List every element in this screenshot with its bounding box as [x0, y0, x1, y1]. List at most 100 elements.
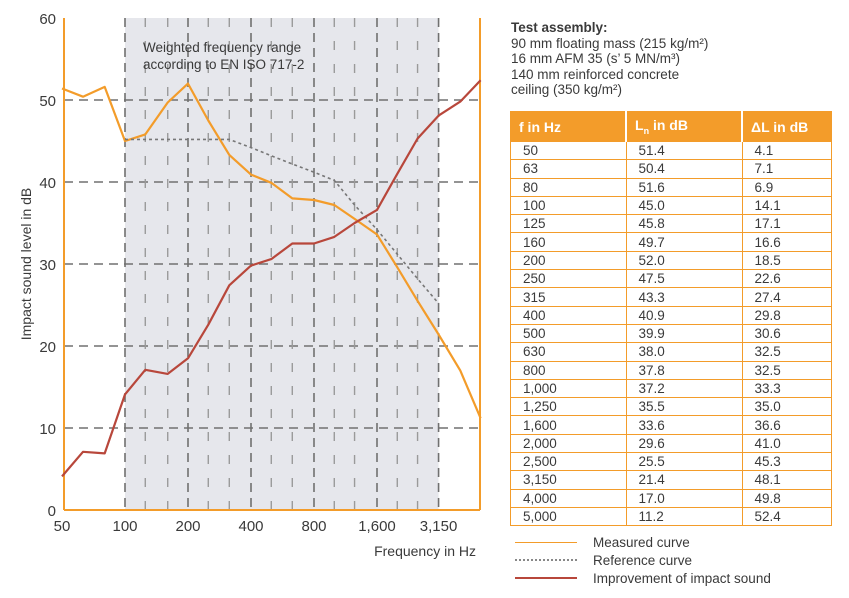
cell-ln: 43.3 [625, 287, 742, 307]
cell-ln: 37.8 [625, 360, 742, 380]
table-row: 315 43.3 27.4 [510, 287, 832, 307]
cell-frequency: 315 [510, 287, 626, 307]
cell-ln: 49.7 [625, 232, 742, 252]
y-tick-label: 30 [39, 257, 56, 274]
x-tick-label: 800 [301, 518, 326, 535]
chart: Weighted frequency range according to EN … [18, 11, 482, 559]
cell-ln: 51.4 [625, 140, 742, 160]
series-line-improvement-of-impact-sound [61, 79, 482, 478]
cell-ln: 37.2 [625, 378, 742, 398]
legend-swatch-improvement [515, 577, 577, 579]
cell-delta-l: 49.8 [741, 488, 832, 508]
x-axis-label: Frequency in Hz [374, 543, 476, 559]
cell-frequency: 1,000 [510, 378, 626, 398]
cell-delta-l: 22.6 [741, 269, 832, 288]
table-row: 630 38.0 32.5 [510, 342, 832, 362]
table-row: 5,000 11.2 52.4 [510, 506, 832, 526]
test-assembly-info: Test assembly: 90 mm floating mass (215 … [511, 20, 841, 98]
legend-item-reference: Reference curve [515, 551, 771, 569]
col-header-delta-l: ΔL in dB [741, 111, 832, 142]
cell-delta-l: 6.9 [741, 177, 832, 197]
table-row: 500 39.9 30.6 [510, 323, 832, 343]
cell-ln: 45.0 [625, 195, 742, 215]
x-tick-label: 400 [238, 518, 263, 535]
table-row: 80 51.6 6.9 [510, 177, 832, 197]
col-header-ln: Ln in dB [625, 111, 742, 142]
legend-label-improvement: Improvement of impact sound [593, 570, 771, 586]
cell-frequency: 63 [510, 159, 626, 179]
cell-delta-l: 30.6 [741, 323, 832, 343]
table-row: 50 51.4 4.1 [510, 140, 832, 160]
cell-ln: 45.8 [625, 214, 742, 233]
assembly-line: ceiling (350 kg/m²) [511, 82, 623, 97]
cell-ln: 25.5 [625, 452, 742, 471]
cell-ln: 51.6 [625, 177, 742, 197]
cell-frequency: 500 [510, 323, 626, 343]
cell-frequency: 2,000 [510, 433, 626, 453]
cell-delta-l: 7.1 [741, 159, 832, 179]
cell-delta-l: 4.1 [741, 140, 832, 160]
cell-frequency: 400 [510, 305, 626, 325]
ln-unit: in dB [649, 117, 688, 134]
cell-ln: 11.2 [625, 506, 742, 526]
table-body: 50 51.4 4.1 63 50.4 7.1 80 51.6 6.9 100 45.0 14.1 12… [510, 140, 832, 526]
cell-delta-l: 27.4 [741, 287, 832, 307]
x-tick-label: 50 [54, 518, 71, 535]
band-label: Weighted frequency range [143, 40, 301, 55]
cell-frequency: 630 [510, 342, 626, 362]
y-tick-label: 50 [39, 93, 56, 110]
cell-frequency: 80 [510, 177, 626, 197]
cell-frequency: 50 [510, 140, 626, 160]
cell-delta-l: 32.5 [741, 342, 832, 362]
table-row: 1,600 33.6 36.6 [510, 415, 832, 435]
assembly-line: 16 mm AFM 35 (s’ 5 MN/m³) [511, 51, 681, 66]
y-axis-label: Impact sound level in dB [18, 188, 34, 341]
cell-frequency: 125 [510, 214, 626, 233]
cell-ln: 38.0 [625, 342, 742, 362]
cell-delta-l: 32.5 [741, 360, 832, 380]
legend-item-improvement: Improvement of impact sound [515, 569, 771, 587]
legend-label-measured: Measured curve [593, 534, 690, 550]
band-label: according to EN ISO 717-2 [143, 57, 304, 72]
table-row: 250 47.5 22.6 [510, 269, 832, 288]
cell-ln: 21.4 [625, 470, 742, 490]
cell-frequency: 800 [510, 360, 626, 380]
legend: Measured curve Reference curve Improveme… [515, 533, 771, 587]
cell-delta-l: 36.6 [741, 415, 832, 435]
cell-frequency: 200 [510, 250, 626, 270]
table-row: 2,000 29.6 41.0 [510, 433, 832, 453]
x-tick-label: 100 [112, 518, 137, 535]
table-row: 400 40.9 29.8 [510, 305, 832, 325]
cell-delta-l: 41.0 [741, 433, 832, 453]
x-tick-label: 3,150 [420, 518, 458, 535]
assembly-line: 90 mm floating mass (215 kg/m²) [511, 35, 709, 51]
assembly-heading: Test assembly: [511, 20, 608, 35]
cell-delta-l: 48.1 [741, 470, 832, 490]
cell-ln: 29.6 [625, 433, 742, 453]
cell-frequency: 3,150 [510, 470, 626, 490]
table-row: 800 37.8 32.5 [510, 360, 832, 380]
table-row: 125 45.8 17.1 [510, 214, 832, 233]
table-row: 1,250 35.5 35.0 [510, 397, 832, 416]
cell-delta-l: 52.4 [741, 506, 832, 526]
table-row: 3,150 21.4 48.1 [510, 470, 832, 490]
y-tick-label: 10 [39, 421, 56, 438]
cell-ln: 40.9 [625, 305, 742, 325]
cell-delta-l: 17.1 [741, 214, 832, 233]
cell-frequency: 5,000 [510, 506, 626, 526]
cell-ln: 39.9 [625, 323, 742, 343]
cell-frequency: 4,000 [510, 488, 626, 508]
cell-delta-l: 14.1 [741, 195, 832, 215]
cell-delta-l: 35.0 [741, 397, 832, 416]
y-tick-label: 40 [39, 175, 56, 192]
cell-frequency: 2,500 [510, 452, 626, 471]
table-row: 2,500 25.5 45.3 [510, 452, 832, 471]
cell-ln: 17.0 [625, 488, 742, 508]
cell-ln: 35.5 [625, 397, 742, 416]
x-tick-label: 200 [175, 518, 200, 535]
table-row: 1,000 37.2 33.3 [510, 378, 832, 398]
cell-delta-l: 29.8 [741, 305, 832, 325]
cell-frequency: 250 [510, 269, 626, 288]
y-tick-label: 60 [39, 11, 56, 28]
cell-frequency: 160 [510, 232, 626, 252]
